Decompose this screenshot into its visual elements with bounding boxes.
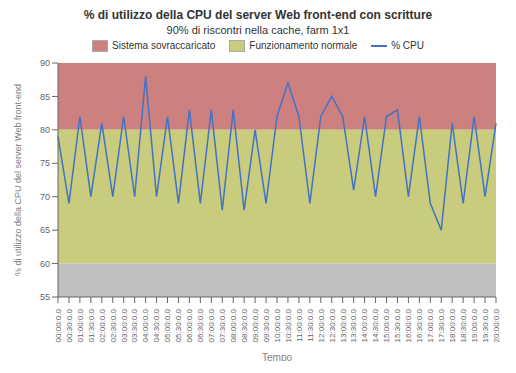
svg-text:85: 85 (40, 92, 50, 102)
svg-text:60: 60 (40, 259, 50, 269)
svg-text:11:30:0.0: 11:30:0.0 (306, 308, 315, 341)
html-text:Sistema sovraccaricato: Sistema sovraccaricato (112, 40, 216, 51)
svg-text:14:30:0.0: 14:30:0.0 (371, 308, 380, 342)
svg-text:04:00:0.0: 04:00:0.0 (141, 308, 150, 342)
svg-text:06:00:0.0: 06:00:0.0 (185, 308, 194, 342)
html-text:90% di riscontri nella cache,: 90% di riscontri nella cache, farm 1x1 (166, 24, 350, 36)
svg-text:09:30:0.0: 09:30:0.0 (262, 308, 271, 342)
svg-text:09:00:0.0: 09:00:0.0 (251, 308, 260, 342)
svg-text:16:30:0.0: 16:30:0.0 (415, 308, 424, 342)
svg-text:13:00:0.0: 13:00:0.0 (339, 308, 348, 342)
svg-text:00:00:0.0: 00:00:0.0 (54, 308, 63, 342)
svg-text:14:00:0.0: 14:00:0.0 (360, 308, 369, 342)
svg-text:11:00:0.0: 11:00:0.0 (295, 308, 304, 341)
svg-text:80: 80 (40, 125, 50, 135)
svg-text:16:00:0.0: 16:00:0.0 (404, 308, 413, 342)
svg-text:08:00:0.0: 08:00:0.0 (229, 308, 238, 342)
svg-text:03:30:0.0: 03:30:0.0 (130, 308, 139, 342)
html-text:% CPU: % CPU (391, 40, 424, 51)
svg-text:01:00:0.0: 01:00:0.0 (76, 308, 85, 342)
svg-text:19:30:0.0: 19:30:0.0 (481, 308, 490, 342)
svg-text:02:30:0.0: 02:30:0.0 (109, 308, 118, 342)
svg-text:% di utilizzo della CPU del se: % di utilizzo della CPU del server Web f… (13, 84, 23, 276)
svg-text:20:00:0.0: 20:00:0.0 (492, 308, 501, 342)
svg-text:03:00:0.0: 03:00:0.0 (120, 308, 129, 342)
svg-text:18:00:0.0: 18:00:0.0 (448, 308, 457, 342)
svg-text:10:30:0.0: 10:30:0.0 (284, 308, 293, 342)
svg-text:Tempo: Tempo (262, 352, 292, 361)
svg-text:06:30:0.0: 06:30:0.0 (196, 308, 205, 342)
svg-text:01:30:0.0: 01:30:0.0 (87, 308, 96, 342)
svg-text:19:00:0.0: 19:00:0.0 (470, 308, 479, 342)
svg-text:05:00:0.0: 05:00:0.0 (163, 308, 172, 342)
svg-text:90: 90 (40, 58, 50, 68)
svg-text:10:00:0.0: 10:00:0.0 (273, 308, 282, 342)
svg-text:04:30:0.0: 04:30:0.0 (152, 308, 161, 342)
html-text:Funzionamento normale: Funzionamento normale (249, 40, 358, 51)
svg-text:15:30:0.0: 15:30:0.0 (393, 308, 402, 342)
svg-text:15:00:0.0: 15:00:0.0 (382, 308, 391, 342)
svg-text:18:30:0.0: 18:30:0.0 (459, 308, 468, 342)
svg-text:17:30:0.0: 17:30:0.0 (437, 308, 446, 342)
svg-text:05:30:0.0: 05:30:0.0 (174, 308, 183, 342)
svg-text:12:00:0.0: 12:00:0.0 (317, 308, 326, 342)
svg-text:65: 65 (40, 225, 50, 235)
svg-text:02:00:0.0: 02:00:0.0 (98, 308, 107, 342)
svg-text:17:00:0.0: 17:00:0.0 (426, 308, 435, 342)
svg-text:00:30:0.0: 00:30:0.0 (65, 308, 74, 342)
svg-text:12:30:0.0: 12:30:0.0 (328, 308, 337, 342)
svg-text:70: 70 (40, 192, 50, 202)
svg-text:07:00:0.0: 07:00:0.0 (207, 308, 216, 342)
svg-text:08:30:0.0: 08:30:0.0 (240, 308, 249, 342)
svg-text:55: 55 (40, 292, 50, 302)
svg-text:75: 75 (40, 158, 50, 168)
html-text:% di utilizzo della CPU del se: % di utilizzo della CPU del server Web f… (83, 8, 433, 22)
svg-text:07:30:0.0: 07:30:0.0 (218, 308, 227, 342)
svg-text:13:30:0.0: 13:30:0.0 (349, 308, 358, 342)
